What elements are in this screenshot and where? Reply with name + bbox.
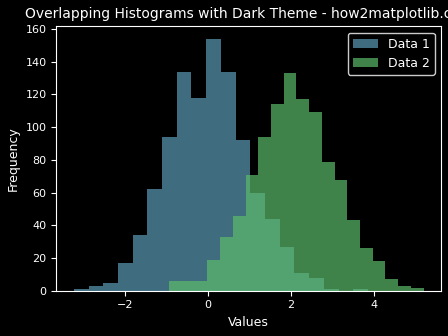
Bar	[233, 215, 246, 291]
Bar	[258, 137, 271, 291]
Bar	[373, 261, 385, 291]
Bar	[246, 175, 258, 291]
Bar	[206, 39, 221, 291]
Legend: Data 1, Data 2: Data 1, Data 2	[348, 33, 435, 75]
Bar	[322, 162, 335, 291]
X-axis label: Values: Values	[228, 316, 269, 329]
Bar	[182, 281, 195, 291]
Bar	[398, 286, 411, 291]
Bar	[103, 283, 118, 291]
Bar	[271, 104, 284, 291]
Bar	[265, 219, 280, 291]
Bar	[411, 288, 423, 291]
Bar	[297, 99, 309, 291]
Bar	[309, 278, 324, 291]
Bar	[162, 137, 177, 291]
Title: Overlapping Histograms with Dark Theme - how2matplotlib.com: Overlapping Histograms with Dark Theme -…	[25, 7, 448, 21]
Bar	[309, 113, 322, 291]
Bar	[347, 220, 360, 291]
Bar	[118, 263, 133, 291]
Bar	[177, 72, 191, 291]
Bar	[147, 190, 162, 291]
Bar	[284, 73, 297, 291]
Bar	[294, 273, 309, 291]
Bar	[250, 193, 265, 291]
Bar	[220, 237, 233, 291]
Bar	[324, 289, 339, 291]
Bar	[74, 289, 89, 291]
Y-axis label: Frequency: Frequency	[7, 126, 20, 191]
Bar	[169, 281, 182, 291]
Bar	[133, 235, 147, 291]
Bar	[207, 260, 220, 291]
Bar	[221, 72, 236, 291]
Bar	[335, 179, 347, 291]
Bar	[236, 140, 250, 291]
Bar	[195, 281, 207, 291]
Bar	[191, 98, 206, 291]
Bar	[353, 289, 368, 291]
Bar	[360, 248, 373, 291]
Bar	[89, 286, 103, 291]
Bar	[385, 279, 398, 291]
Bar	[280, 247, 294, 291]
